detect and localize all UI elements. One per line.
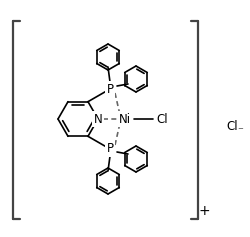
Text: Cl: Cl [226,120,238,133]
Text: P: P [106,82,114,96]
Text: Ni: Ni [119,113,131,126]
Text: N: N [94,113,102,126]
Text: ⁻: ⁻ [237,126,243,136]
Text: Cl: Cl [156,113,168,126]
Text: P: P [106,142,114,155]
Text: +: + [198,204,210,218]
